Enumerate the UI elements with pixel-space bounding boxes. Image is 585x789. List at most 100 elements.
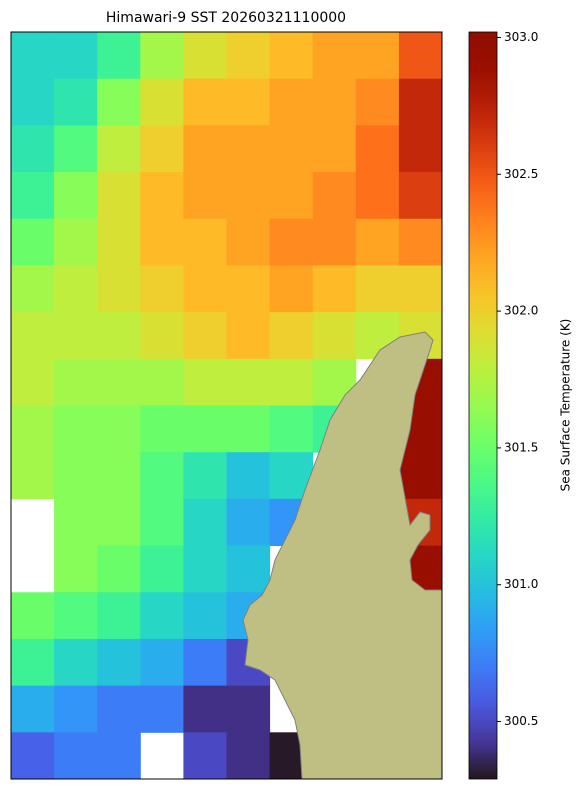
sst-cell bbox=[269, 218, 314, 266]
sst-cell bbox=[97, 732, 141, 780]
sst-cell bbox=[226, 265, 271, 313]
sst-cell bbox=[140, 218, 184, 266]
sst-cell bbox=[226, 452, 271, 500]
sst-cell bbox=[226, 32, 271, 80]
sst-cell bbox=[140, 685, 184, 733]
sst-cell bbox=[183, 172, 227, 220]
sst-cell bbox=[226, 125, 271, 173]
sst-cell bbox=[97, 218, 141, 266]
sst-cell bbox=[11, 685, 55, 733]
sst-cell bbox=[226, 498, 271, 547]
sst-cell bbox=[226, 405, 271, 453]
colorbar-label: Sea Surface Temperature (K) bbox=[559, 319, 573, 492]
sst-cell bbox=[11, 265, 55, 313]
sst-cell bbox=[226, 358, 271, 406]
sst-cell bbox=[140, 125, 184, 173]
sst-cell bbox=[11, 358, 55, 406]
sst-cell bbox=[183, 732, 227, 780]
sst-cell bbox=[97, 405, 141, 453]
sst-cell bbox=[54, 78, 98, 126]
sst-cell bbox=[312, 265, 357, 313]
sst-cell bbox=[97, 592, 141, 640]
sst-cell bbox=[312, 78, 357, 126]
sst-cell bbox=[54, 498, 98, 547]
sst-cell bbox=[226, 685, 271, 733]
sst-cell bbox=[183, 592, 227, 640]
sst-cell bbox=[140, 452, 184, 500]
sst-cell bbox=[183, 405, 227, 453]
sst-cell bbox=[226, 732, 271, 780]
sst-cell bbox=[269, 358, 314, 406]
sst-cell bbox=[97, 498, 141, 547]
sst-cell bbox=[54, 125, 98, 173]
sst-cell bbox=[54, 358, 98, 406]
sst-cell bbox=[140, 265, 184, 313]
land bbox=[242, 331, 443, 780]
sst-cell bbox=[97, 32, 141, 80]
sst-cell bbox=[97, 545, 141, 593]
sst-cell bbox=[312, 218, 357, 266]
sst-cell bbox=[54, 405, 98, 453]
sst-cell bbox=[183, 78, 227, 126]
sst-cell bbox=[97, 358, 141, 406]
sst-cell bbox=[226, 78, 271, 126]
sst-cell bbox=[97, 312, 141, 360]
sst-cell bbox=[11, 405, 55, 453]
sst-cell bbox=[11, 452, 55, 500]
sst-cell bbox=[140, 638, 184, 687]
sst-cell bbox=[183, 498, 227, 547]
sst-cell bbox=[140, 358, 184, 406]
sst-cell bbox=[11, 125, 55, 173]
sst-cell bbox=[140, 498, 184, 547]
sst-cell bbox=[54, 592, 98, 640]
sst-cell bbox=[312, 32, 357, 80]
colorbar-tick-label: 301.5 bbox=[504, 440, 538, 454]
sst-cell bbox=[54, 32, 98, 80]
sst-cell bbox=[226, 545, 271, 593]
sst-cell bbox=[54, 685, 98, 733]
sst-cell bbox=[97, 172, 141, 220]
sst-cell bbox=[312, 312, 357, 360]
sst-cell bbox=[183, 265, 227, 313]
sst-cell bbox=[398, 78, 443, 126]
sst-cell bbox=[140, 545, 184, 593]
sst-cell bbox=[355, 265, 400, 313]
sst-cell bbox=[97, 452, 141, 500]
sst-cell bbox=[140, 32, 184, 80]
sst-cell bbox=[54, 638, 98, 687]
sst-cell bbox=[269, 32, 314, 80]
sst-cell bbox=[355, 172, 400, 220]
sst-cell bbox=[269, 78, 314, 126]
sst-cell bbox=[269, 172, 314, 220]
chart-title: Himawari-9 SST 20260321110000 bbox=[106, 10, 346, 26]
sst-cell bbox=[183, 545, 227, 593]
sst-cell bbox=[183, 452, 227, 500]
colorbar-tick-label: 301.0 bbox=[504, 577, 538, 591]
sst-cell bbox=[54, 545, 98, 593]
sst-cell bbox=[355, 125, 400, 173]
sst-cell bbox=[54, 312, 98, 360]
sst-cell bbox=[97, 125, 141, 173]
sst-cell bbox=[312, 125, 357, 173]
sst-cell bbox=[355, 78, 400, 126]
sst-cell bbox=[398, 218, 443, 266]
sst-cell bbox=[11, 32, 55, 80]
sst-cell bbox=[54, 172, 98, 220]
sst-cell bbox=[54, 218, 98, 266]
sst-cell bbox=[312, 172, 357, 220]
sst-cell bbox=[97, 265, 141, 313]
sst-cell bbox=[183, 358, 227, 406]
map-frame bbox=[10, 31, 443, 780]
sst-cell bbox=[269, 405, 314, 453]
sst-cell bbox=[11, 78, 55, 126]
sst-cell bbox=[183, 125, 227, 173]
sst-cell bbox=[398, 452, 443, 500]
sst-cell bbox=[226, 312, 271, 360]
sst-cell bbox=[140, 592, 184, 640]
colorbar bbox=[468, 31, 498, 780]
colorbar-tick-label: 303.0 bbox=[504, 30, 538, 44]
sst-cell bbox=[140, 78, 184, 126]
sst-cell bbox=[183, 312, 227, 360]
sst-cell bbox=[11, 638, 55, 687]
